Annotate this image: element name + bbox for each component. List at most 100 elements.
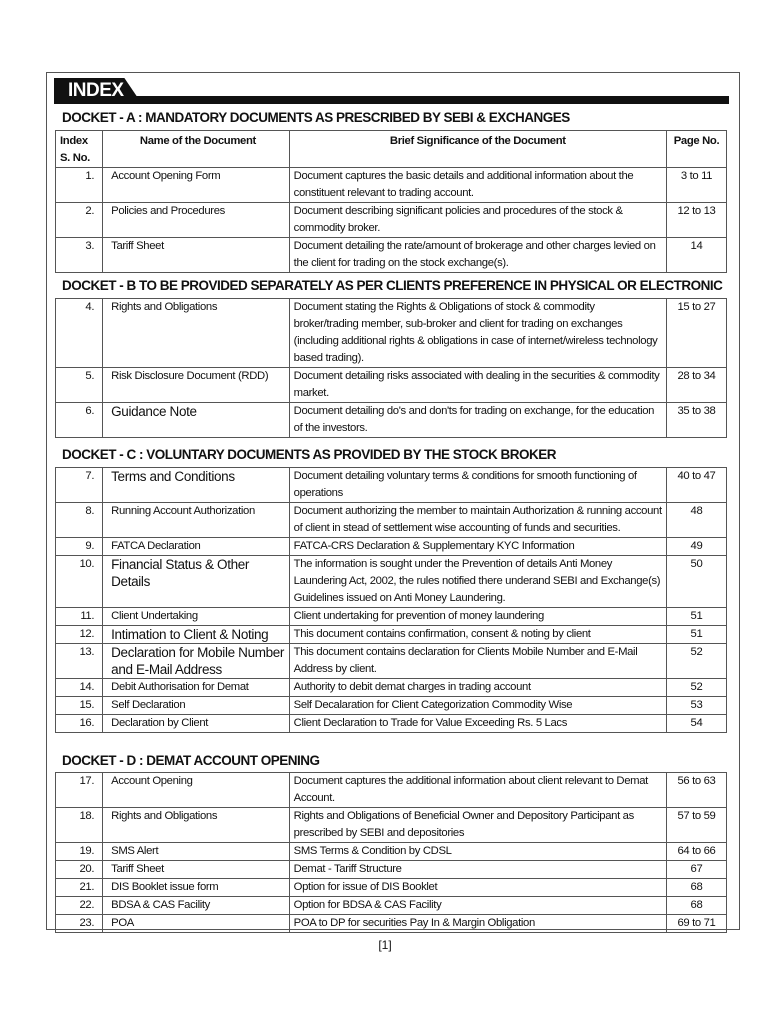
table-row: 11. Client Undertaking Client undertakin… (54, 607, 728, 626)
banner-rule (54, 96, 729, 104)
table-row: 17. Account Opening Document captures th… (54, 772, 728, 808)
page-range: 12 to 13 (665, 202, 728, 238)
docket-title: DOCKET - C : VOLUNTARY DOCUMENTS AS PROV… (62, 447, 557, 462)
row-number: 13. (54, 643, 104, 679)
document-description: Demat - Tariff Structure (288, 860, 667, 879)
document-description: Client Declaration to Trade for Value Ex… (288, 714, 667, 733)
header-sno: Index S. No. (54, 130, 104, 168)
page-range: 28 to 34 (665, 367, 728, 403)
document-description: This document contains confirmation, con… (288, 625, 667, 644)
document-name: SMS Alert (102, 842, 290, 861)
row-number: 1. (54, 167, 104, 203)
docket-table: 4. Rights and Obligations Document stati… (54, 298, 728, 438)
docket-title: DOCKET - D : DEMAT ACCOUNT OPENING (62, 753, 320, 768)
document-name: Tariff Sheet (102, 860, 290, 879)
table-row: 21. DIS Booklet issue form Option for is… (54, 878, 728, 897)
table-row: 12. Intimation to Client & Noting This d… (54, 625, 728, 644)
document-name: Guidance Note (102, 402, 290, 438)
table-row: 20. Tariff Sheet Demat - Tariff Structur… (54, 860, 728, 879)
document-description: Document describing significant policies… (288, 202, 667, 238)
document-description: SMS Terms & Condition by CDSL (288, 842, 667, 861)
page-range: 35 to 38 (665, 402, 728, 438)
document-name: Terms and Conditions (102, 467, 290, 503)
table-row: 16. Declaration by Client Client Declara… (54, 714, 728, 733)
page-range: 48 (665, 502, 728, 538)
document-name: Financial Status & Other Details (102, 555, 290, 608)
table-row: 22. BDSA & CAS Facility Option for BDSA … (54, 896, 728, 915)
page-range: 15 to 27 (665, 298, 728, 368)
docket-title: DOCKET - A : MANDATORY DOCUMENTS AS PRES… (62, 110, 570, 125)
page-range: 67 (665, 860, 728, 879)
row-number: 2. (54, 202, 104, 238)
document-description: Authority to debit demat charges in trad… (288, 678, 667, 697)
document-name: Client Undertaking (102, 607, 290, 626)
document-name: POA (102, 914, 290, 933)
table-row: 19. SMS Alert SMS Terms & Condition by C… (54, 842, 728, 861)
row-number: 4. (54, 298, 104, 368)
docket-table: 17. Account Opening Document captures th… (54, 772, 728, 933)
page-range: 51 (665, 607, 728, 626)
table-row: 10. Financial Status & Other Details The… (54, 555, 728, 608)
header-page: Page No. (665, 130, 728, 168)
document-name: Risk Disclosure Document (RDD) (102, 367, 290, 403)
document-description: FATCA-CRS Declaration & Supplementary KY… (288, 537, 667, 556)
table-row: 14. Debit Authorisation for Demat Author… (54, 678, 728, 697)
banner-tab (54, 78, 142, 104)
index-title: INDEX (68, 80, 124, 101)
row-number: 18. (54, 807, 104, 843)
document-name: Tariff Sheet (102, 237, 290, 273)
row-number: 15. (54, 696, 104, 715)
table-row: 23. POA POA to DP for securities Pay In … (54, 914, 728, 933)
page-range: 64 to 66 (665, 842, 728, 861)
docket-table: Index S. No. Name of the Document Brief Si… (54, 130, 728, 273)
page-range: 57 to 59 (665, 807, 728, 843)
document-description: Rights and Obligations of Beneficial Own… (288, 807, 667, 843)
row-number: 3. (54, 237, 104, 273)
page-number: [1] (378, 938, 392, 952)
page-range: 69 to 71 (665, 914, 728, 933)
header-name: Name of the Document (102, 130, 290, 168)
document-name: Intimation to Client & Noting (102, 625, 290, 644)
document-name: Declaration for Mobile Number and E-Mail… (102, 643, 290, 679)
row-number: 20. (54, 860, 104, 879)
document-description: Document captures the basic details and … (288, 167, 667, 203)
row-number: 9. (54, 537, 104, 556)
document-name: Policies and Procedures (102, 202, 290, 238)
page-range: 54 (665, 714, 728, 733)
row-number: 17. (54, 772, 104, 808)
table-row: 6. Guidance Note Document detailing do's… (54, 402, 728, 438)
header-desc: Brief Significance of the Document (288, 130, 667, 168)
document-name: Debit Authorisation for Demat (102, 678, 290, 697)
docket-title: DOCKET - B TO BE PROVIDED SEPARATELY AS … (62, 278, 723, 293)
page-range: 53 (665, 696, 728, 715)
table-header: Index S. No. Name of the Document Brief Si… (54, 130, 728, 168)
table-row: 1. Account Opening Form Document capture… (54, 167, 728, 203)
table-row: 4. Rights and Obligations Document stati… (54, 298, 728, 368)
document-description: The information is sought under the Prev… (288, 555, 667, 608)
page-range: 3 to 11 (665, 167, 728, 203)
document-description: Document detailing risks associated with… (288, 367, 667, 403)
document-description: Document detailing do's and don'ts for t… (288, 402, 667, 438)
document-name: FATCA Declaration (102, 537, 290, 556)
row-number: 16. (54, 714, 104, 733)
row-number: 10. (54, 555, 104, 608)
table-row: 7. Terms and Conditions Document detaili… (54, 467, 728, 503)
table-row: 8. Running Account Authorization Documen… (54, 502, 728, 538)
document-description: Document detailing voluntary terms & con… (288, 467, 667, 503)
page-range: 50 (665, 555, 728, 608)
document-description: Option for issue of DIS Booklet (288, 878, 667, 897)
table-row: 2. Policies and Procedures Document desc… (54, 202, 728, 238)
table-row: 18. Rights and Obligations Rights and Ob… (54, 807, 728, 843)
document-description: Option for BDSA & CAS Facility (288, 896, 667, 915)
row-number: 21. (54, 878, 104, 897)
page-range: 52 (665, 643, 728, 679)
document-name: Rights and Obligations (102, 807, 290, 843)
document-name: Running Account Authorization (102, 502, 290, 538)
page-range: 51 (665, 625, 728, 644)
document-description: Document captures the additional informa… (288, 772, 667, 808)
row-number: 23. (54, 914, 104, 933)
row-number: 14. (54, 678, 104, 697)
table-row: 3. Tariff Sheet Document detailing the r… (54, 237, 728, 273)
row-number: 12. (54, 625, 104, 644)
document-description: This document contains declaration for C… (288, 643, 667, 679)
